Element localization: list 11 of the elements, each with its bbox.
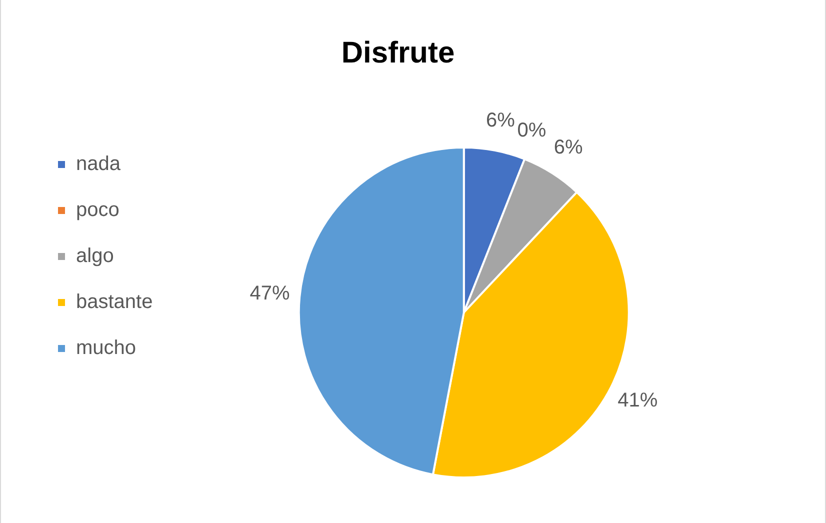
chart-title: Disfrute [341,36,455,70]
legend-label: poco [76,199,120,222]
legend-label: algo [76,245,114,268]
data-label: 6% [486,109,516,132]
legend-label: mucho [76,337,136,360]
data-label: 6% [554,136,584,158]
text: 0% [517,120,546,142]
data-label: 41% [618,390,658,412]
legend-label: bastante [76,291,153,314]
data-label: 47% [250,282,290,305]
legend-label: nada [76,153,122,176]
